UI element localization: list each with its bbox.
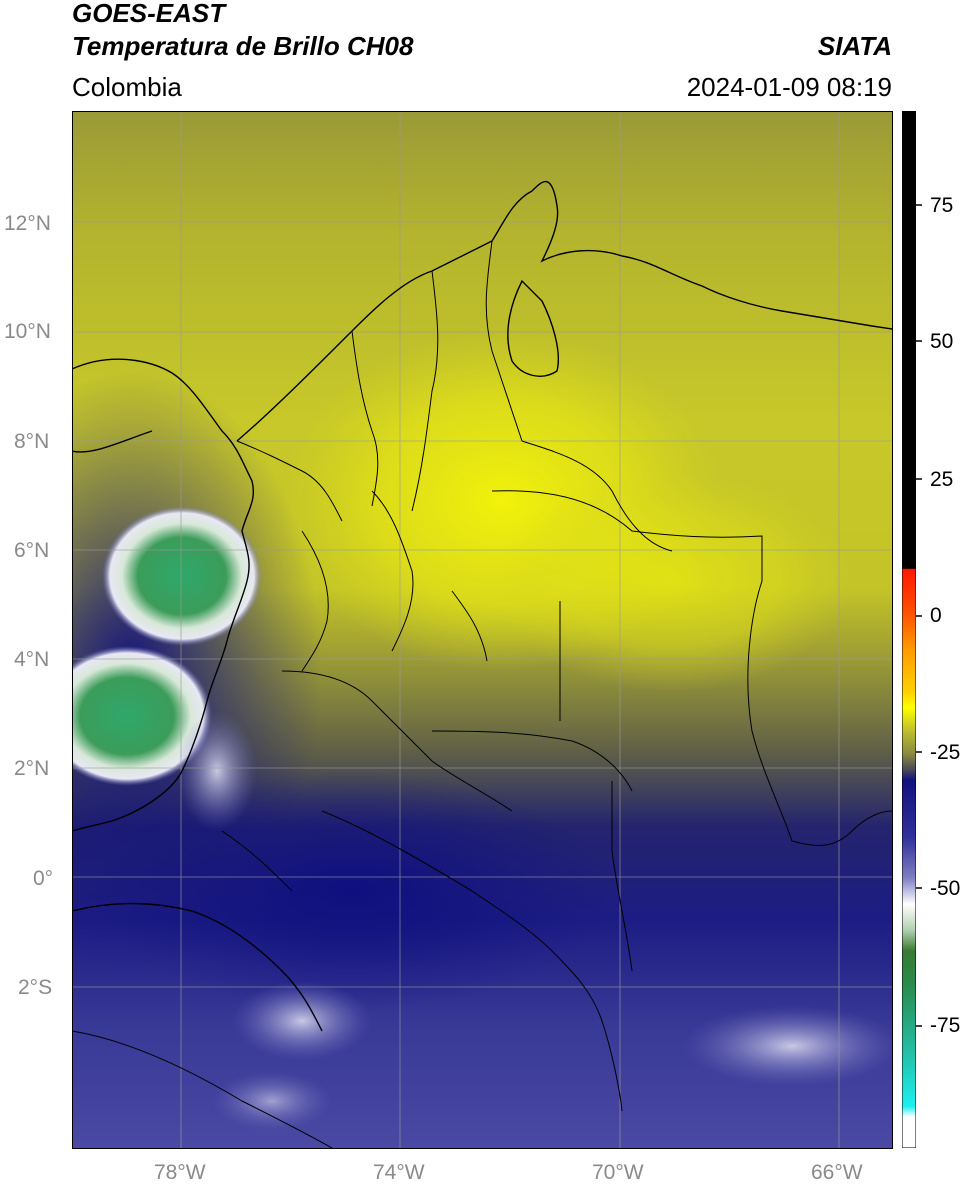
colorbar-label-25: 25 — [930, 468, 954, 491]
region-label: Colombia — [72, 72, 182, 102]
lat-label-12n: 12°N — [4, 212, 51, 235]
colorbar-ticks — [916, 204, 922, 1027]
lat-label-0: 0° — [33, 867, 54, 890]
lat-label-8n: 8°N — [14, 430, 50, 453]
colorbar — [902, 111, 916, 1148]
colorbar-label-neg25: -25 — [930, 741, 961, 764]
datetime-label: 2024-01-09 08:19 — [686, 72, 892, 102]
colorbar-label-neg50: -50 — [930, 877, 961, 900]
storm-cell-north — [102, 506, 262, 646]
lat-label-2n: 2°N — [14, 757, 50, 780]
cloud-wisp-3 — [232, 981, 372, 1061]
lat-label-4n: 4°N — [14, 648, 50, 671]
cloud-wisp-2 — [682, 1006, 902, 1086]
lon-label-78w: 78°W — [154, 1161, 206, 1184]
colorbar-label-75: 75 — [930, 194, 954, 217]
colorbar-label-neg75: -75 — [930, 1014, 961, 1037]
colorbar-fill — [902, 111, 916, 1148]
lat-label-2s: 2°S — [18, 976, 53, 999]
graticule — [72, 111, 892, 1148]
satellite-title: GOES-EAST — [72, 0, 226, 28]
lat-label-6n: 6°N — [14, 539, 50, 562]
department-borders — [71, 240, 893, 1149]
lon-label-66w: 66°W — [811, 1161, 863, 1184]
brand-label: SIATA — [817, 31, 892, 61]
product-title: Temperatura de Brillo CH08 — [72, 31, 414, 61]
cloud-wisp-1 — [177, 711, 257, 831]
warm-core-east — [492, 471, 852, 691]
storm-cell-south — [42, 646, 212, 786]
cloud-wisp-4 — [212, 1071, 332, 1131]
lat-label-10n: 10°N — [4, 320, 51, 343]
lon-label-70w: 70°W — [592, 1161, 644, 1184]
amazon-cold-region — [92, 771, 612, 1011]
colorbar-label-50: 50 — [930, 330, 954, 353]
colorbar-label-0: 0 — [930, 604, 942, 627]
lon-label-74w: 74°W — [373, 1161, 425, 1184]
coastlines — [71, 180, 893, 1032]
map-svg — [0, 111, 902, 1149]
brightness-temperature-map — [0, 111, 902, 1149]
